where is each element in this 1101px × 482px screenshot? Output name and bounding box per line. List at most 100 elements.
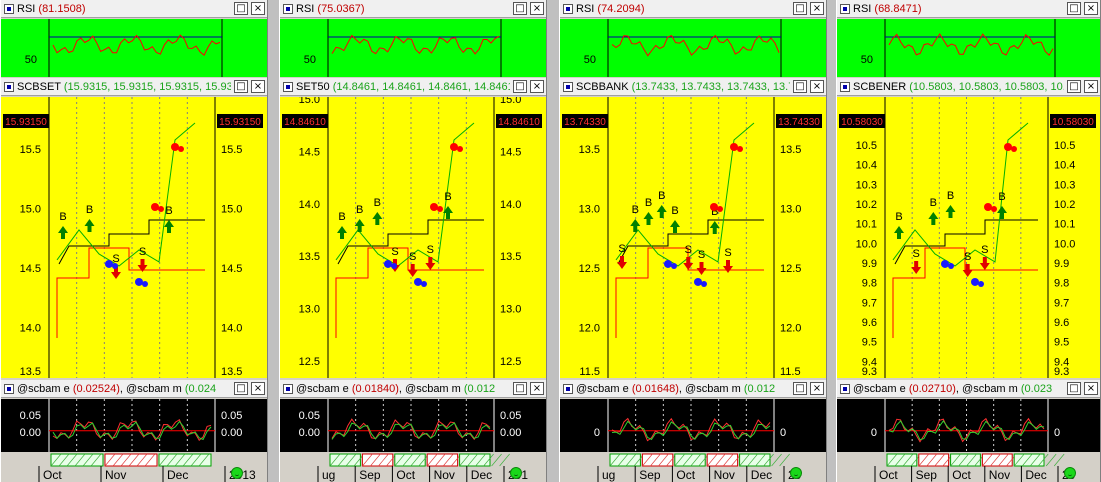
restore-icon[interactable]: □: [793, 2, 807, 15]
price-title-bar[interactable]: SCBENER (10.5803, 10.5803, 10.5803, 10.5…: [837, 78, 1100, 96]
price-title-bar[interactable]: SET50 (14.8461, 14.8461, 14.8461, 14.846…: [280, 78, 546, 96]
smiley-icon[interactable]: [231, 467, 243, 479]
sell-signal-label: S: [391, 246, 398, 258]
price-axis-tick: 14.0: [20, 323, 41, 335]
restore-icon[interactable]: □: [513, 2, 527, 15]
hatch: [182, 453, 194, 467]
hatch: [714, 453, 726, 467]
price-axis-tick: 9.4: [862, 356, 877, 368]
price-chart: 14.84610 14.84610 15.0 15.0 14.5 14.5 14.0 14.0…: [282, 97, 542, 378]
window-icon[interactable]: [840, 384, 850, 394]
window-icon[interactable]: [4, 384, 14, 394]
buy-arrow-icon: [709, 220, 720, 234]
close-icon[interactable]: ×: [530, 80, 544, 93]
price-axis-tick: 10.1: [856, 219, 877, 231]
rsi-pane[interactable]: RSI (68.8471) □ × 50: [837, 0, 1100, 77]
restore-icon[interactable]: □: [513, 80, 527, 93]
rsi-title-bar[interactable]: RSI (68.8471) □ ×: [837, 0, 1100, 18]
close-icon[interactable]: ×: [251, 382, 265, 395]
price-pane[interactable]: SET50 (14.8461, 14.8461, 14.8461, 14.846…: [280, 78, 546, 378]
window-icon[interactable]: [283, 384, 293, 394]
rsi-pane[interactable]: RSI (81.1508) □ × 50: [1, 0, 267, 77]
restore-icon[interactable]: □: [234, 2, 248, 15]
window-icon[interactable]: [4, 4, 14, 14]
price-axis-tick: 10.2: [1054, 199, 1075, 211]
close-icon[interactable]: ×: [810, 382, 824, 395]
smiley-icon[interactable]: [510, 467, 522, 479]
close-icon[interactable]: ×: [810, 80, 824, 93]
close-icon[interactable]: ×: [251, 2, 265, 15]
chart-window-set50[interactable]: RSI (75.0367) □ × 50 SET50 (14.8461, 14.8461…: [279, 0, 547, 482]
window-icon[interactable]: [283, 4, 293, 14]
window-icon[interactable]: [840, 4, 850, 14]
price-pane[interactable]: SCBENER (10.5803, 10.5803, 10.5803, 10.5…: [837, 78, 1100, 378]
oscillator-pane[interactable]: @scbam e (0.01648), @scbam m (0.012 □ × 0 0 u…: [560, 380, 826, 482]
oscillator-pane[interactable]: @scbam e (0.01840), @scbam m (0.012 □ × 0.0…: [280, 380, 546, 482]
osc-title-bar[interactable]: @scbam e (0.02710), @scbam m (0.023 □ ×: [837, 380, 1100, 398]
window-icon[interactable]: [840, 82, 850, 92]
restore-icon[interactable]: □: [1067, 80, 1081, 93]
window-controls: □ ×: [790, 2, 824, 15]
price-axis-tick: 15.0: [500, 97, 521, 106]
bear-marker-icon: [135, 277, 143, 286]
osc-title-bar[interactable]: @scbam e (0.02524), @scbam m (0.024 □ ×: [1, 380, 267, 398]
hatch: [1013, 453, 1025, 467]
rsi-pane[interactable]: RSI (74.2094) □ × 50: [560, 0, 826, 77]
rsi-title-bar[interactable]: RSI (81.1508) □ ×: [1, 0, 267, 18]
osc-title-bar[interactable]: @scbam e (0.01840), @scbam m (0.012 □ ×: [280, 380, 546, 398]
restore-icon[interactable]: □: [513, 382, 527, 395]
price-axis-tick: 14.5: [20, 263, 41, 275]
oscillator-pane[interactable]: @scbam e (0.02524), @scbam m (0.024 □ × 0.0…: [1, 380, 267, 482]
window-icon[interactable]: [563, 4, 573, 14]
restore-icon[interactable]: □: [1067, 382, 1081, 395]
close-icon[interactable]: ×: [530, 382, 544, 395]
last-price-box-left: [3, 114, 49, 128]
hatch: [144, 453, 156, 467]
smiley-icon[interactable]: [790, 467, 802, 479]
month-label: Dec: [751, 468, 772, 482]
marker-dot: [717, 206, 723, 212]
price-axis-tick: 13.5: [20, 366, 41, 378]
marker-dot: [948, 262, 954, 269]
restore-icon[interactable]: □: [1067, 2, 1081, 15]
price-pane[interactable]: SCBBANK (13.7433, 13.7433, 13.7433, 13.7…: [560, 78, 826, 378]
restore-icon[interactable]: □: [234, 382, 248, 395]
window-icon[interactable]: [283, 82, 293, 92]
time-axis: ugSepOctNovDec201: [280, 452, 546, 482]
chart-window-scbbank[interactable]: RSI (74.2094) □ × 50 SCBBANK (13.7433, 13.74…: [559, 0, 827, 482]
restore-icon[interactable]: □: [234, 80, 248, 93]
symbol-name: SCBSET: [17, 81, 61, 93]
window-icon[interactable]: [563, 82, 573, 92]
window-icon[interactable]: [563, 384, 573, 394]
price-axis-tick: 12.5: [500, 356, 521, 368]
price-pane[interactable]: SCBSET (15.9315, 15.9315, 15.9315, 15.93…: [1, 78, 267, 378]
close-icon[interactable]: ×: [251, 80, 265, 93]
price-title-bar[interactable]: SCBBANK (13.7433, 13.7433, 13.7433, 13.7…: [560, 78, 826, 96]
time-axis: OctNovDec2013: [1, 452, 267, 482]
osc-title-bar[interactable]: @scbam e (0.01648), @scbam m (0.012 □ ×: [560, 380, 826, 398]
price-title-bar[interactable]: SCBSET (15.9315, 15.9315, 15.9315, 15.93…: [1, 78, 267, 96]
rsi-line: [331, 34, 500, 55]
rsi-pane[interactable]: RSI (75.0367) □ × 50: [280, 0, 546, 77]
close-icon[interactable]: ×: [530, 2, 544, 15]
close-icon[interactable]: ×: [1084, 80, 1098, 93]
rsi-title-bar[interactable]: RSI (75.0367) □ ×: [280, 0, 546, 18]
hatch: [378, 453, 389, 467]
hatch: [926, 453, 938, 467]
close-icon[interactable]: ×: [1084, 2, 1098, 15]
rsi-title-bar[interactable]: RSI (74.2094) □ ×: [560, 0, 826, 18]
rsi-tick-label: 50: [861, 54, 873, 66]
chart-window-scbset[interactable]: RSI (81.1508) □ × 50 SCBSET (15.9315, 15.931…: [0, 0, 268, 482]
hatch: [609, 453, 621, 467]
restore-icon[interactable]: □: [793, 80, 807, 93]
chart-window-scbener[interactable]: RSI (68.8471) □ × 50 SCBENER (10.5803, 10.58…: [836, 0, 1101, 482]
close-icon[interactable]: ×: [1084, 382, 1098, 395]
oscillator-pane[interactable]: @scbam e (0.02710), @scbam m (0.023 □ × 0 0 O…: [837, 380, 1100, 482]
smiley-icon[interactable]: [1064, 467, 1076, 479]
close-icon[interactable]: ×: [810, 2, 824, 15]
last-price-label: 10.58030: [1052, 117, 1094, 128]
window-icon[interactable]: [4, 82, 14, 92]
price-axis-tick: 9.3: [862, 366, 877, 378]
restore-icon[interactable]: □: [793, 382, 807, 395]
